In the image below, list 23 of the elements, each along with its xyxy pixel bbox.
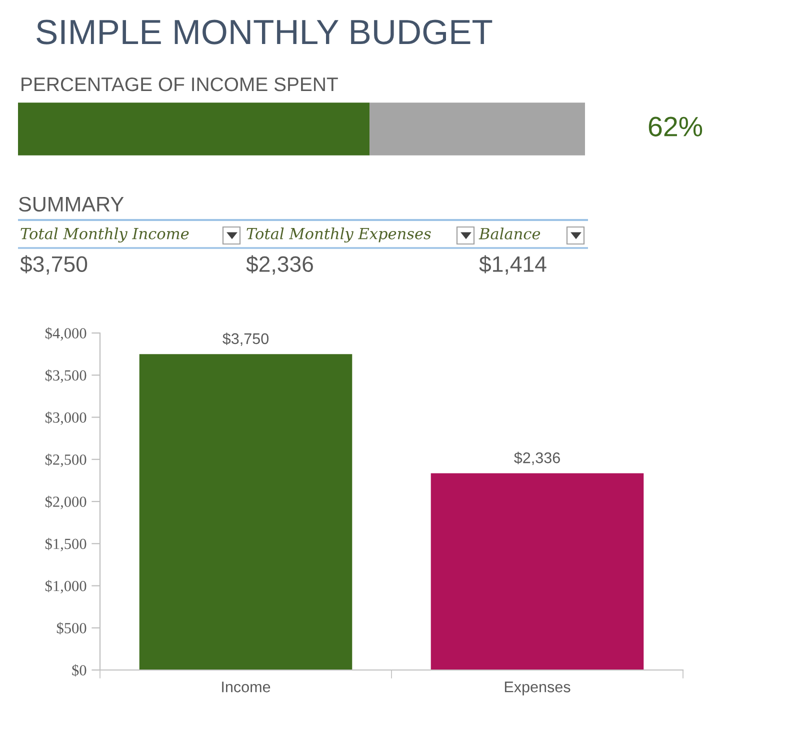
y-tick-label: $0 [72,664,86,676]
y-tick-label: $500 [56,622,86,634]
category-label: Balance [478,228,540,240]
text: $3,750 [20,255,88,275]
y-tick-label: $2,500 [45,454,86,468]
chart-title: SIMPLE MONTHLY BUDGET [36,20,492,44]
y-tick-label: $3,000 [45,411,86,425]
x-tick-label: Expenses [504,682,570,696]
text: SUMMARY [18,196,124,212]
category-label: Total Monthly Expenses [246,228,431,242]
chart-subtitle: PERCENTAGE OF INCOME SPENT [22,77,338,92]
data-label: $2,336 [514,452,560,466]
x-tick-label: Income [222,682,270,692]
y-tick-label: $1,500 [45,538,86,552]
text: 62% [648,116,702,136]
y-tick-label: $1,000 [45,580,86,594]
y-tick-label: $3,500 [45,369,86,383]
data-label: $3,750 [222,332,269,346]
y-tick-label: $2,000 [45,496,86,510]
text: $1,414 [479,255,546,275]
category-label: Total Monthly Income [20,228,189,242]
text: $2,336 [246,255,313,275]
y-tick-label: $4,000 [45,327,86,341]
